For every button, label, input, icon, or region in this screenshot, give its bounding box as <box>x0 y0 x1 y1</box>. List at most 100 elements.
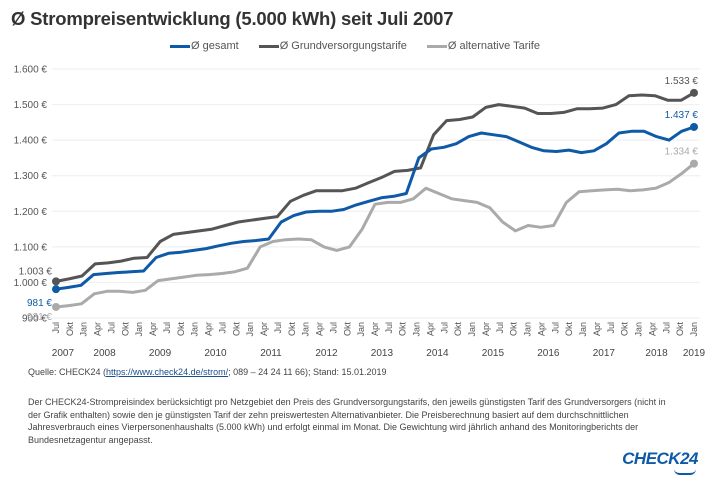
x-tick-label: Okt <box>231 322 241 337</box>
legend-label-grundversorgung: Ø Grundversorgungstarife <box>279 40 407 52</box>
x-year-label: 2017 <box>593 348 616 359</box>
x-tick-label: Okt <box>120 322 130 337</box>
x-tick-label: Okt <box>65 322 75 337</box>
x-year-label: 2016 <box>537 348 560 359</box>
y-tick-label: 1.400 € <box>14 136 48 147</box>
x-tick-label: Jan <box>689 322 699 337</box>
legend-swatch-alternative <box>426 45 447 48</box>
x-tick-label: Jan <box>301 322 311 337</box>
source-note: Quelle: CHECK24 (https://www.check24.de/… <box>28 367 387 377</box>
legend-item-alternative: Ø alternative Tarife <box>426 40 540 52</box>
x-tick-label: Jan <box>134 322 144 337</box>
logo-swoosh-icon <box>674 469 696 475</box>
x-year-label: 2010 <box>204 348 227 359</box>
x-tick-label: Okt <box>398 322 408 337</box>
chart-title: Ø Strompreisentwicklung (5.000 kWh) seit… <box>11 8 454 29</box>
series-start-marker <box>52 302 60 311</box>
x-tick-label: Jul <box>439 322 449 334</box>
x-tick-label: Jan <box>634 322 644 337</box>
x-tick-label: Okt <box>509 322 519 337</box>
x-tick-label: Apr <box>148 322 158 336</box>
x-tick-label: Apr <box>592 322 602 336</box>
x-year-label: 2007 <box>52 348 75 359</box>
line-chart: 900 € 1.000 € 1.100 € 1.200 € 1.300 € 1.400 €… <box>14 65 706 360</box>
x-year-label: 2008 <box>93 348 116 359</box>
series-end-marker <box>690 88 698 97</box>
source-link[interactable]: https://www.check24.de/strom/ <box>106 367 229 377</box>
y-tick-label: 1.200 € <box>14 207 48 218</box>
series-line-0 <box>55 91 695 283</box>
x-tick-label: Jul <box>661 322 671 334</box>
x-tick-label: Apr <box>370 322 380 336</box>
methodology-description: Der CHECK24-Strompreisindex berücksichti… <box>28 397 666 445</box>
legend-item-grundversorgung: Ø Grundversorgungstarife <box>258 40 407 52</box>
y-tick-label: 900 € <box>22 314 47 325</box>
x-tick-label: Jan <box>245 322 255 337</box>
x-year-label: 2013 <box>371 348 394 359</box>
y-tick-label: 1.100 € <box>14 242 48 253</box>
series-line-2 <box>55 162 695 309</box>
legend-label-alternative: Ø alternative Tarife <box>447 40 540 52</box>
series-start-label: 1.003 € <box>19 266 53 277</box>
x-year-label: 2014 <box>426 348 449 359</box>
x-tick-label: Apr <box>204 322 214 336</box>
x-tick-label: Okt <box>342 322 352 337</box>
x-tick-label: Okt <box>564 322 574 337</box>
series-end-marker <box>690 122 698 131</box>
series-start-label: 931 € <box>27 312 52 323</box>
x-tick-label: Apr <box>259 322 269 336</box>
chart-legend: Ø gesamt Ø Grundversorgungstarife Ø alte… <box>0 40 710 52</box>
y-tick-label: 1.300 € <box>14 171 48 182</box>
x-tick-label: Okt <box>675 322 685 337</box>
y-tick-label: 1.000 € <box>14 278 48 289</box>
x-tick-label: Jul <box>273 322 283 334</box>
x-tick-label: Jan <box>467 322 477 337</box>
x-tick-label: Jul <box>328 322 338 334</box>
legend-swatch-grundversorgung <box>258 45 279 48</box>
y-tick-label: 1.500 € <box>14 100 48 111</box>
source-prefix: Quelle: CHECK24 ( <box>28 367 107 377</box>
series-end-label: 1.334 € <box>665 147 699 158</box>
x-tick-label: Jul <box>106 322 116 334</box>
x-tick-label: Jul <box>606 322 616 334</box>
x-tick-label: Jan <box>412 322 422 337</box>
x-tick-label: Jan <box>79 322 89 337</box>
legend-item-gesamt: Ø gesamt <box>170 40 239 52</box>
x-tick-label: Jan <box>523 322 533 337</box>
x-tick-label: Apr <box>425 322 435 336</box>
x-tick-label: Jul <box>495 322 505 334</box>
x-year-label: 2009 <box>149 348 172 359</box>
x-year-label: 2019 <box>683 348 706 359</box>
x-tick-label: Okt <box>453 322 463 337</box>
x-tick-label: Apr <box>536 322 546 336</box>
x-tick-label: Apr <box>647 322 657 336</box>
x-tick-label: Jul <box>550 322 560 334</box>
x-year-label: 2012 <box>315 348 338 359</box>
series-start-marker <box>52 277 60 286</box>
series-line-1 <box>55 125 695 291</box>
x-tick-label: Jul <box>51 322 61 334</box>
x-tick-label: Jan <box>190 322 200 337</box>
x-tick-label: Jan <box>356 322 366 337</box>
check24-logo: CHECK24 <box>622 449 698 468</box>
legend-swatch-gesamt <box>170 45 190 48</box>
y-tick-label: 1.600 € <box>14 65 48 76</box>
series-start-marker <box>52 285 60 294</box>
x-tick-label: Okt <box>620 322 630 337</box>
x-year-label: 2018 <box>645 348 668 359</box>
x-year-label: 2011 <box>260 348 282 359</box>
series-end-marker <box>690 159 698 168</box>
x-tick-label: Okt <box>176 322 186 337</box>
x-tick-label: Apr <box>315 322 325 336</box>
series-end-label: 1.533 € <box>665 76 699 87</box>
x-tick-label: Apr <box>481 322 491 336</box>
source-suffix: ; 089 – 24 24 11 66); Stand: 15.01.2019 <box>228 367 387 377</box>
x-year-label: 2015 <box>482 348 505 359</box>
x-tick-label: Jul <box>384 322 394 334</box>
x-tick-label: Jul <box>162 322 172 334</box>
x-tick-label: Jan <box>578 322 588 337</box>
x-tick-label: Jul <box>217 322 227 334</box>
x-tick-label: Okt <box>287 322 297 337</box>
x-tick-label: Apr <box>93 322 103 336</box>
series-start-label: 981 € <box>27 298 52 309</box>
